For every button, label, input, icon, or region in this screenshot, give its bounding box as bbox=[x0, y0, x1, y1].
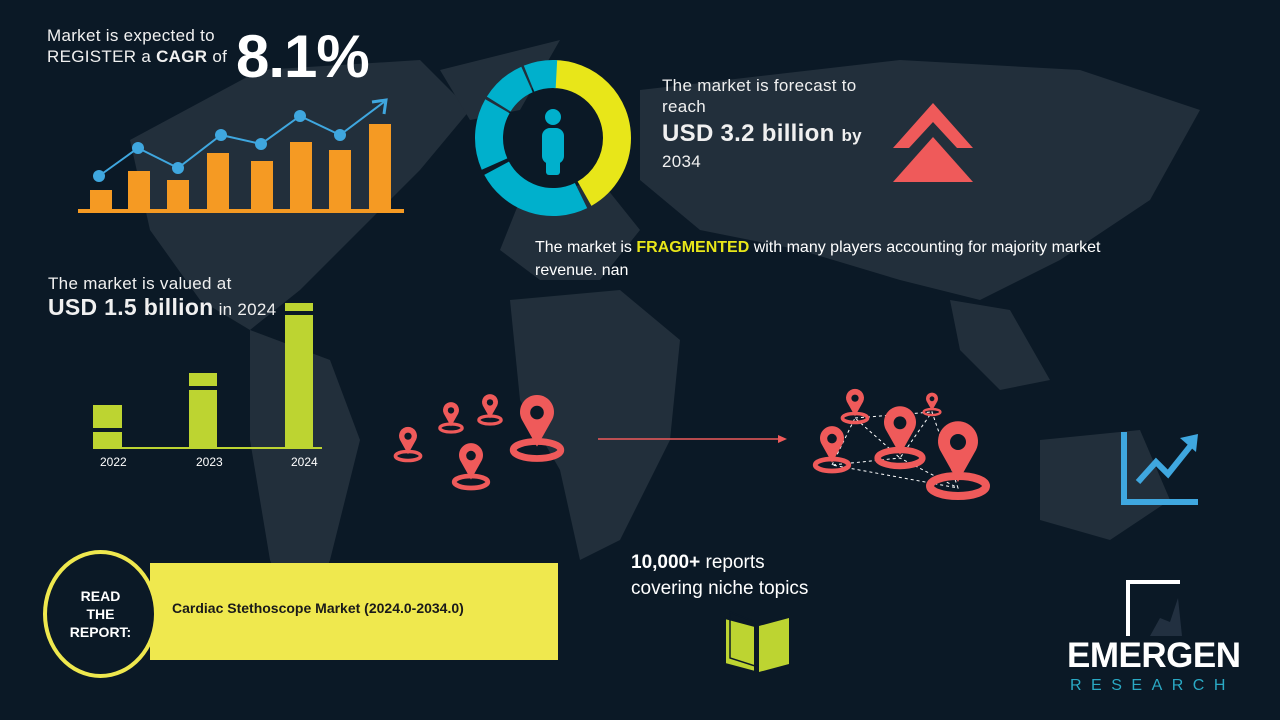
cagr-value: 8.1% bbox=[236, 23, 370, 90]
growth-bar bbox=[369, 124, 391, 210]
arrow-head bbox=[371, 98, 388, 115]
report-title[interactable]: Cardiac Stethoscope Market (2024.0-2034.… bbox=[172, 600, 464, 616]
growth-bar bbox=[251, 161, 273, 210]
report-label: REPORT: bbox=[69, 624, 132, 640]
growth-bar bbox=[90, 190, 112, 210]
reports-text: 10,000+ reports covering niche topics bbox=[631, 550, 808, 602]
fragmented-line2: revenue. nan bbox=[535, 262, 629, 279]
cagr-line2-pre: REGISTER a bbox=[47, 47, 157, 66]
forecast-by: by bbox=[841, 126, 862, 145]
year-label-2022: 2022 bbox=[100, 455, 127, 469]
value-bar-2023 bbox=[189, 373, 217, 448]
pin-icon bbox=[930, 421, 986, 496]
valued-amount: USD 1.5 billion bbox=[48, 294, 214, 320]
fragmented-post: with many players accounting for majorit… bbox=[749, 239, 1101, 256]
cagr-text: Market is expected to REGISTER a CAGR of bbox=[47, 25, 227, 67]
forecast-year: 2034 bbox=[662, 152, 702, 171]
pin-icon bbox=[477, 392, 503, 426]
forecast-line2: reach bbox=[662, 97, 707, 116]
pin-icon bbox=[393, 425, 423, 463]
cagr-label: CAGR bbox=[156, 47, 208, 66]
book-icon bbox=[724, 610, 789, 674]
trend-up-icon bbox=[1121, 432, 1198, 505]
growth-baseline bbox=[78, 209, 404, 213]
value-bar-2024 bbox=[285, 303, 313, 448]
growth-bar bbox=[329, 150, 351, 210]
growth-bar bbox=[207, 153, 229, 210]
growth-bar bbox=[167, 180, 189, 210]
report-link-band[interactable]: Cardiac Stethoscope Market (2024.0-2034.… bbox=[150, 563, 558, 660]
growth-chart-icon bbox=[78, 98, 404, 213]
donut-teal-segment bbox=[475, 60, 631, 216]
logo-name: EMERGEN bbox=[1067, 636, 1241, 675]
value-bars-icon bbox=[93, 303, 322, 449]
pin-icon bbox=[438, 400, 464, 434]
the-label: THE bbox=[86, 606, 115, 622]
valued-text: The market is valued at USD 1.5 billion … bbox=[48, 273, 276, 320]
read-label: READ bbox=[80, 588, 121, 604]
fragmented-text: The market is FRAGMENTED with many playe… bbox=[535, 236, 1235, 282]
valued-line1: The market is valued at bbox=[48, 274, 232, 293]
logo-sub: RESEARCH bbox=[1070, 677, 1235, 694]
forecast-amount: USD 3.2 billion bbox=[662, 120, 835, 147]
donut-teal-segment bbox=[475, 59, 631, 216]
fragmented-highlight: FRAGMENTED bbox=[636, 239, 750, 256]
emergen-logo-mark bbox=[1126, 580, 1182, 636]
year-label-2023: 2023 bbox=[196, 455, 223, 469]
growth-bar bbox=[290, 142, 312, 210]
reports-line2: covering niche topics bbox=[631, 578, 809, 599]
forecast-text: The market is forecast to reach USD 3.2 … bbox=[662, 75, 862, 172]
reports-count: 10,000+ bbox=[631, 552, 701, 573]
cagr-line2-post: of bbox=[207, 47, 228, 66]
forecast-amount-line: USD 3.2 billion by bbox=[662, 119, 862, 151]
year-label-2024: 2024 bbox=[291, 455, 318, 469]
reports-line1-rest: reports bbox=[700, 552, 765, 573]
cagr-line1: Market is expected to bbox=[47, 26, 215, 45]
forecast-line1: The market is forecast to bbox=[662, 76, 857, 95]
value-bar-2022 bbox=[93, 405, 122, 448]
person-icon bbox=[542, 109, 564, 175]
pin-icon bbox=[513, 395, 561, 459]
donut-person-icon bbox=[475, 59, 631, 216]
cagr-line2: REGISTER a CAGR of bbox=[47, 46, 227, 67]
donut-teal-segment bbox=[475, 60, 631, 216]
read-report-circle[interactable]: READ THE REPORT: bbox=[43, 550, 158, 678]
valued-suffix: in 2024 bbox=[218, 300, 277, 319]
growth-bar bbox=[128, 171, 150, 210]
double-chevron-up-icon bbox=[893, 103, 973, 182]
fragmented-pre: The market is bbox=[535, 239, 637, 256]
pin-icon bbox=[454, 443, 488, 488]
growth-line bbox=[98, 101, 385, 177]
